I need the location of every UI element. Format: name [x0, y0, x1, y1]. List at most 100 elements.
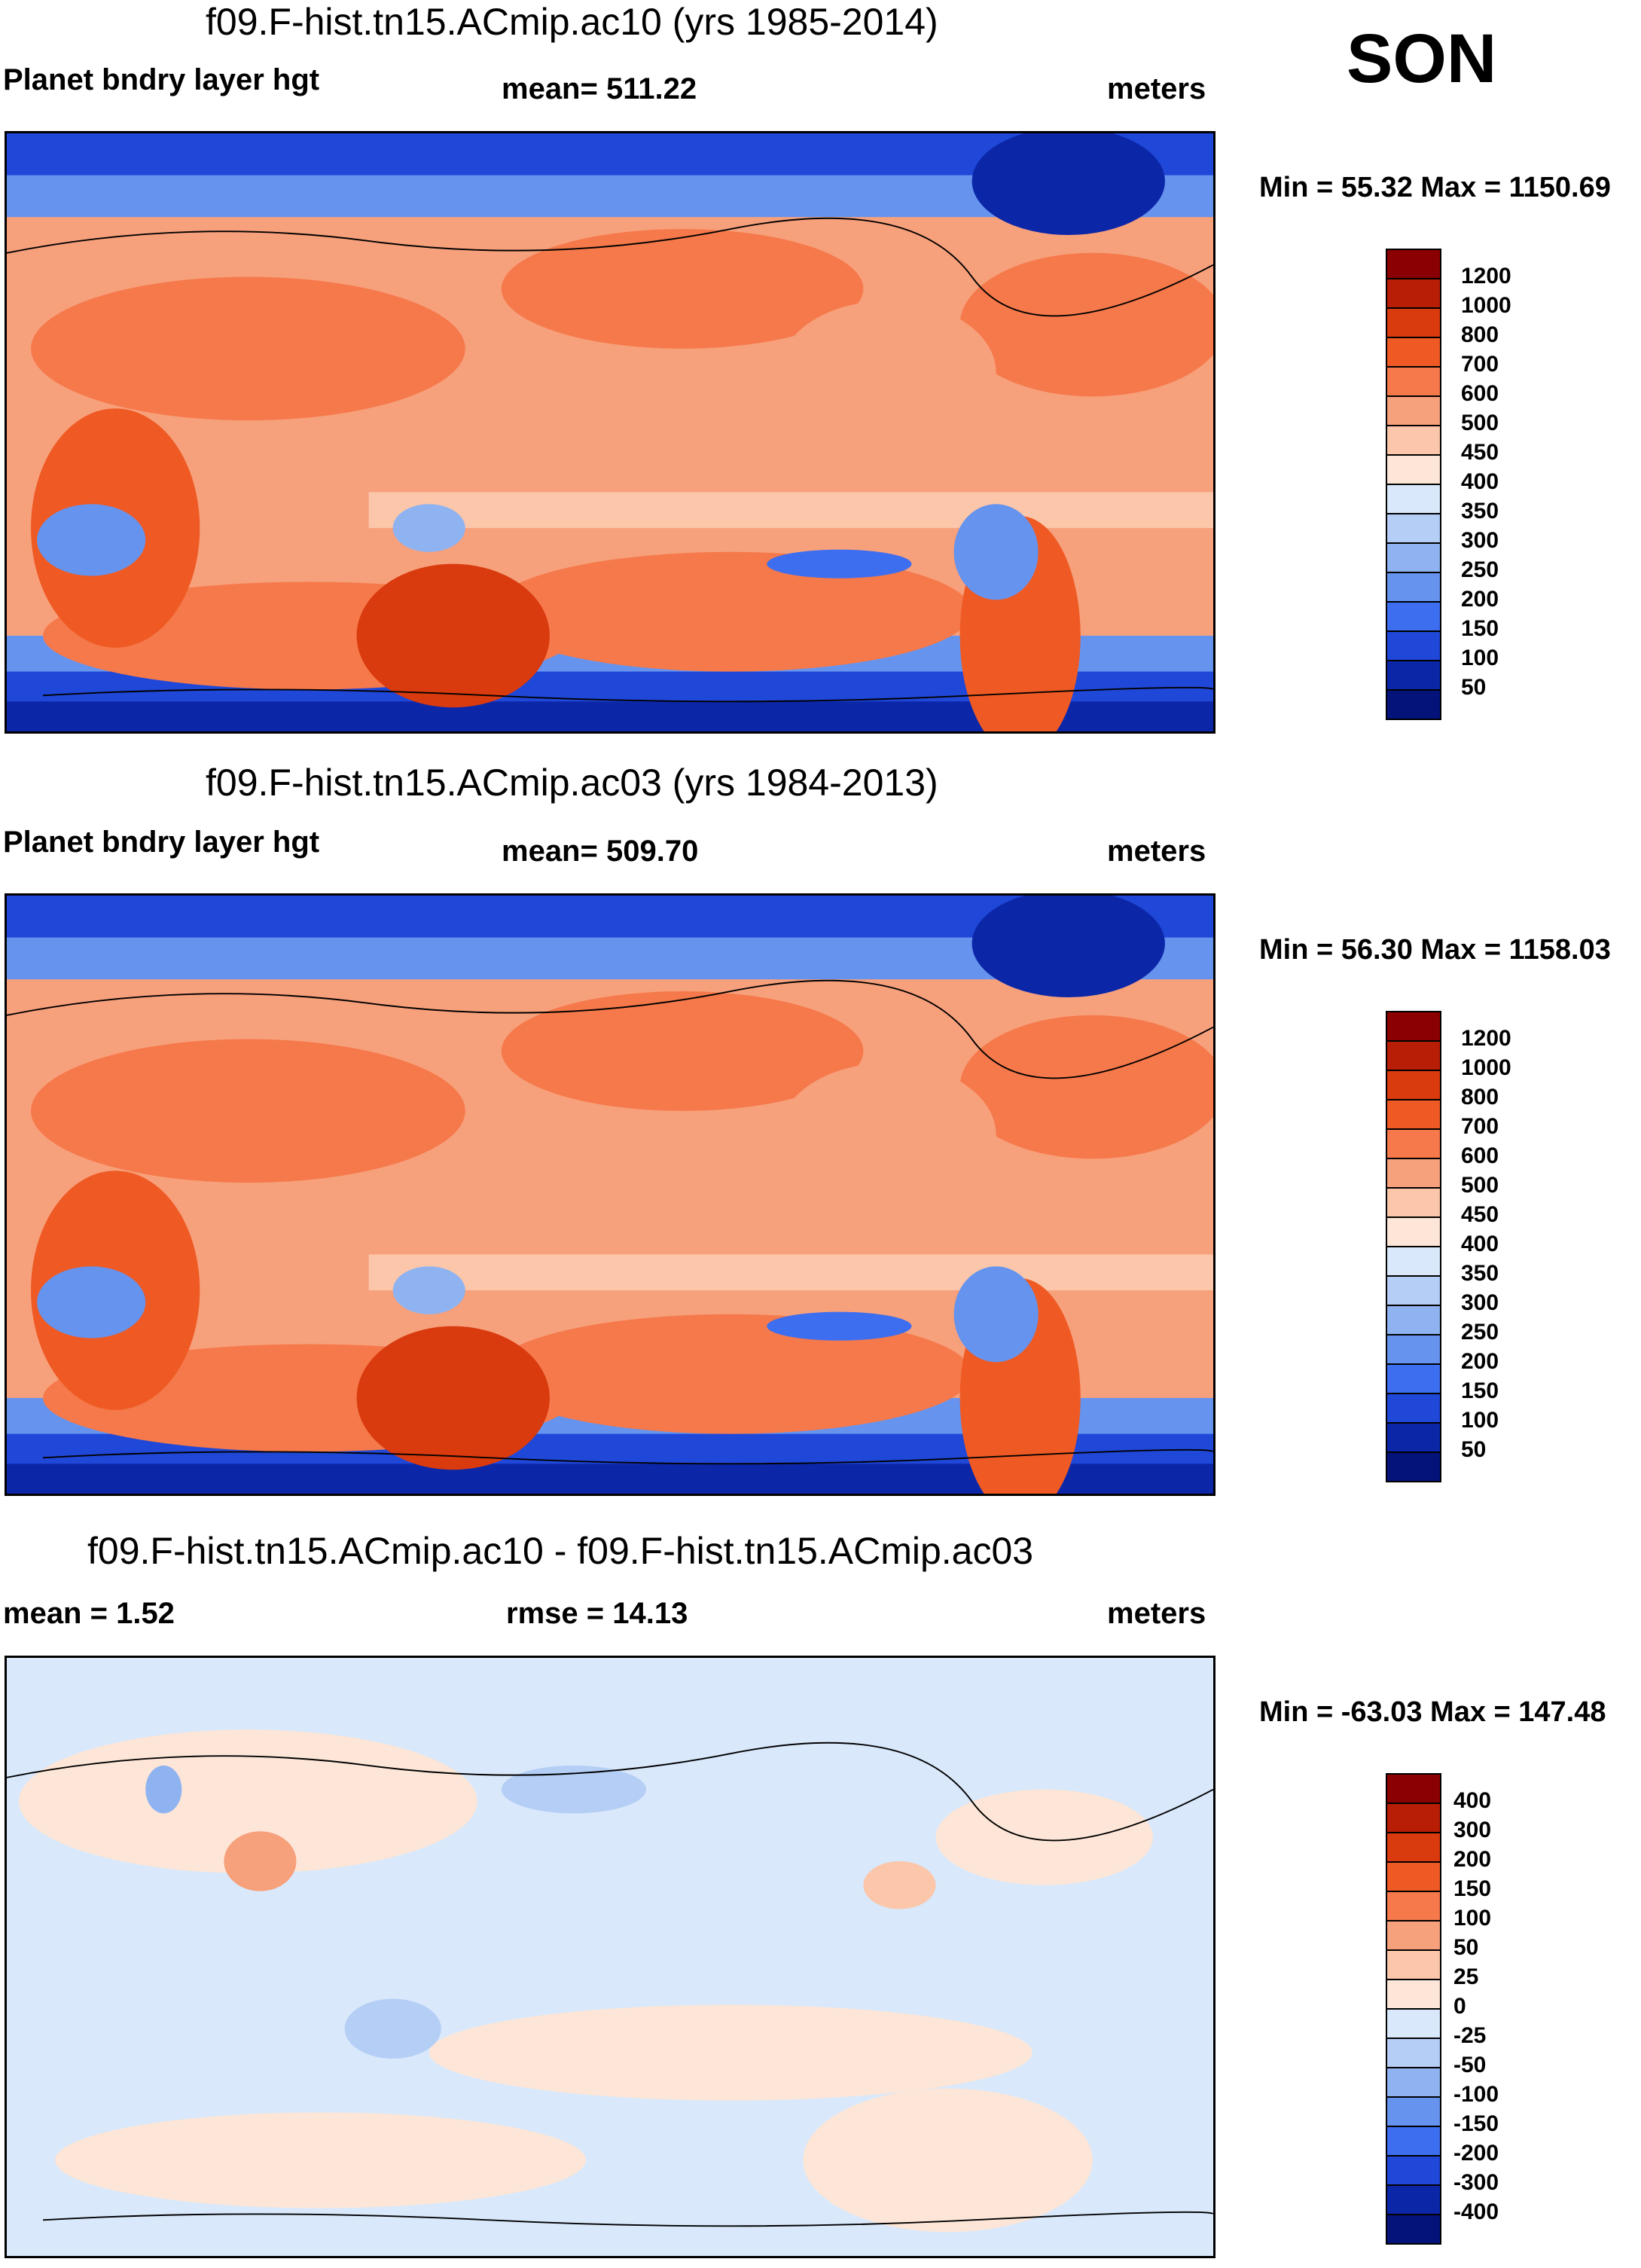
season-label: SON	[1347, 20, 1497, 97]
panel-3-colorbar-label: 0	[1453, 1994, 1466, 2019]
panel-2-mean-label: mean= 509.70	[502, 835, 699, 868]
panel-1-colorbar-swatch	[1386, 572, 1441, 603]
panel-3-map-svg	[7, 1658, 1213, 2256]
panel-3-colorbar-label: -25	[1453, 2023, 1487, 2048]
panel-3-colorbar-swatch	[1386, 2096, 1441, 2127]
panel-3-colorbar-swatch	[1386, 2126, 1441, 2157]
panel-2-colorbar-label: 600	[1461, 1143, 1499, 1168]
panel-1-colorbar-swatch	[1386, 366, 1441, 397]
panel-2-colorbar-label: 450	[1461, 1202, 1499, 1227]
panel-1-colorbar-swatch	[1386, 542, 1441, 573]
panel-3-colorbar-swatch	[1386, 1949, 1441, 1980]
panel-1-colorbar-label: 800	[1461, 322, 1499, 347]
panel-2-colorbar-swatch	[1386, 1246, 1441, 1277]
panel-1-colorbar-swatch	[1386, 484, 1441, 514]
panel-2-units: meters	[1107, 835, 1206, 868]
panel-3-colorbar-swatch	[1386, 2155, 1441, 2186]
panel-1-colorbar-swatch	[1386, 689, 1441, 720]
panel-2-colorbar-swatch	[1386, 1422, 1441, 1453]
panel-3-colorbar-label: 300	[1453, 1818, 1492, 1842]
panel-2-map	[5, 893, 1215, 1496]
panel-1-colorbar-label: 250	[1461, 557, 1499, 582]
panel-2-colorbar-label: 500	[1461, 1173, 1499, 1198]
panel-3-colorbar-label: 50	[1453, 1935, 1479, 1960]
panel-2-colorbar-label: 100	[1461, 1408, 1499, 1433]
panel-3-colorbar-label: -300	[1453, 2170, 1499, 2195]
panel-3-colorbar-swatch	[1386, 1861, 1441, 1892]
panel-1-mean-label: mean= 511.22	[502, 72, 697, 105]
panel-1-colorbar-swatch	[1386, 660, 1441, 691]
panel-1-colorbar-label: 50	[1461, 675, 1487, 700]
panel-1-colorbar-swatch	[1386, 395, 1441, 426]
panel-3-colorbar-swatch	[1386, 1832, 1441, 1863]
panel-2-colorbar-swatch	[1386, 1070, 1441, 1100]
panel-2-colorbar-label: 700	[1461, 1114, 1499, 1139]
panel-3-colorbar-label: -150	[1453, 2111, 1499, 2136]
panel-1-colorbar-swatch	[1386, 337, 1441, 368]
panel-1-colorbar-label: 500	[1461, 411, 1499, 435]
panel-1-colorbar-label: 300	[1461, 528, 1499, 553]
panel-2-colorbar-swatch	[1386, 1393, 1441, 1424]
panel-3-colorbar-swatch	[1386, 1979, 1441, 2010]
panel-1-colorbar-swatch	[1386, 513, 1441, 544]
panel-3-colorbar-label: -400	[1453, 2199, 1499, 2224]
panel-1-left-label: Planet bndry layer hgt	[3, 63, 320, 96]
panel-1-map-svg	[7, 133, 1213, 731]
panel-1-colorbar-swatch	[1386, 454, 1441, 485]
panel-1-colorbar-label: 100	[1461, 646, 1499, 670]
panel-2-colorbar-swatch	[1386, 1363, 1441, 1394]
panel-1-colorbar-label: 1000	[1461, 293, 1511, 318]
panel-3-colorbar-label: 200	[1453, 1847, 1492, 1872]
panel-3-colorbar-swatch	[1386, 1802, 1441, 1833]
panel-2-colorbar-label: 800	[1461, 1085, 1499, 1110]
panel-3-title: f09.F-hist.tn15.ACmip.ac10 - f09.F-hist.…	[87, 1530, 1034, 1572]
panel-1-colorbar-label: 200	[1461, 587, 1499, 612]
panel-2-colorbar-swatch	[1386, 1158, 1441, 1189]
panel-1-colorbar-label: 600	[1461, 381, 1499, 406]
panel-1-colorbar-label: 400	[1461, 469, 1499, 494]
panel-2-colorbar-swatch	[1386, 1305, 1441, 1335]
panel-2-colorbar-swatch	[1386, 1011, 1441, 1042]
panel-3-colorbar-label: -100	[1453, 2082, 1499, 2107]
panel-2-left-label: Planet bndry layer hgt	[3, 826, 320, 859]
panel-2-colorbar-label: 150	[1461, 1378, 1499, 1403]
panel-1-colorbar-swatch	[1386, 601, 1441, 632]
panel-3-minmax: Min = -63.03 Max = 147.48	[1259, 1696, 1606, 1728]
panel-3-map	[5, 1656, 1215, 2258]
panel-2-colorbar-label: 300	[1461, 1290, 1499, 1315]
panel-2-colorbar-swatch	[1386, 1216, 1441, 1247]
panel-2-colorbar-swatch	[1386, 1040, 1441, 1071]
panel-2-colorbar-label: 350	[1461, 1261, 1499, 1286]
panel-3-colorbar-swatch	[1386, 2214, 1441, 2245]
panel-2-colorbar-label: 250	[1461, 1320, 1499, 1345]
panel-3-colorbar-swatch	[1386, 2067, 1441, 2098]
panel-3-colorbar-swatch	[1386, 1920, 1441, 1951]
panel-3-colorbar-swatch	[1386, 2008, 1441, 2039]
panel-3-mean-label: mean = 1.52	[3, 1597, 175, 1630]
panel-1-colorbar-swatch	[1386, 630, 1441, 661]
panel-3-rmse-label: rmse = 14.13	[506, 1597, 688, 1630]
panel-1-colorbar-label: 350	[1461, 499, 1499, 524]
panel-3-colorbar-label: 150	[1453, 1876, 1492, 1901]
panel-3-colorbar-label: 400	[1453, 1788, 1492, 1813]
panel-2-colorbar-label: 1000	[1461, 1055, 1511, 1080]
panel-3-colorbar-swatch	[1386, 1773, 1441, 1804]
panel-3-colorbar-label: -50	[1453, 2053, 1487, 2077]
panel-2-colorbar-label: 400	[1461, 1232, 1499, 1256]
panel-2-title: f09.F-hist.tn15.ACmip.ac03 (yrs 1984-201…	[206, 762, 938, 804]
panel-1-colorbar-label: 1200	[1461, 264, 1511, 288]
panel-3-colorbar-label: 100	[1453, 1906, 1492, 1931]
panel-1-colorbar-swatch	[1386, 249, 1441, 279]
panel-1-colorbar-swatch	[1386, 307, 1441, 338]
panel-2-colorbar-label: 50	[1461, 1437, 1487, 1462]
panel-1-units: meters	[1107, 72, 1206, 105]
panel-2-colorbar-swatch	[1386, 1099, 1441, 1130]
panel-1-minmax: Min = 55.32 Max = 1150.69	[1259, 172, 1611, 203]
panel-2-colorbar-swatch	[1386, 1187, 1441, 1218]
panel-1-colorbar-swatch	[1386, 425, 1441, 456]
panel-2-colorbar-swatch	[1386, 1451, 1441, 1482]
panel-3-units: meters	[1107, 1597, 1206, 1630]
panel-3-colorbar-label: -200	[1453, 2141, 1499, 2166]
panel-3-colorbar-swatch	[1386, 1891, 1441, 1922]
panel-3-colorbar-swatch	[1386, 2038, 1441, 2068]
